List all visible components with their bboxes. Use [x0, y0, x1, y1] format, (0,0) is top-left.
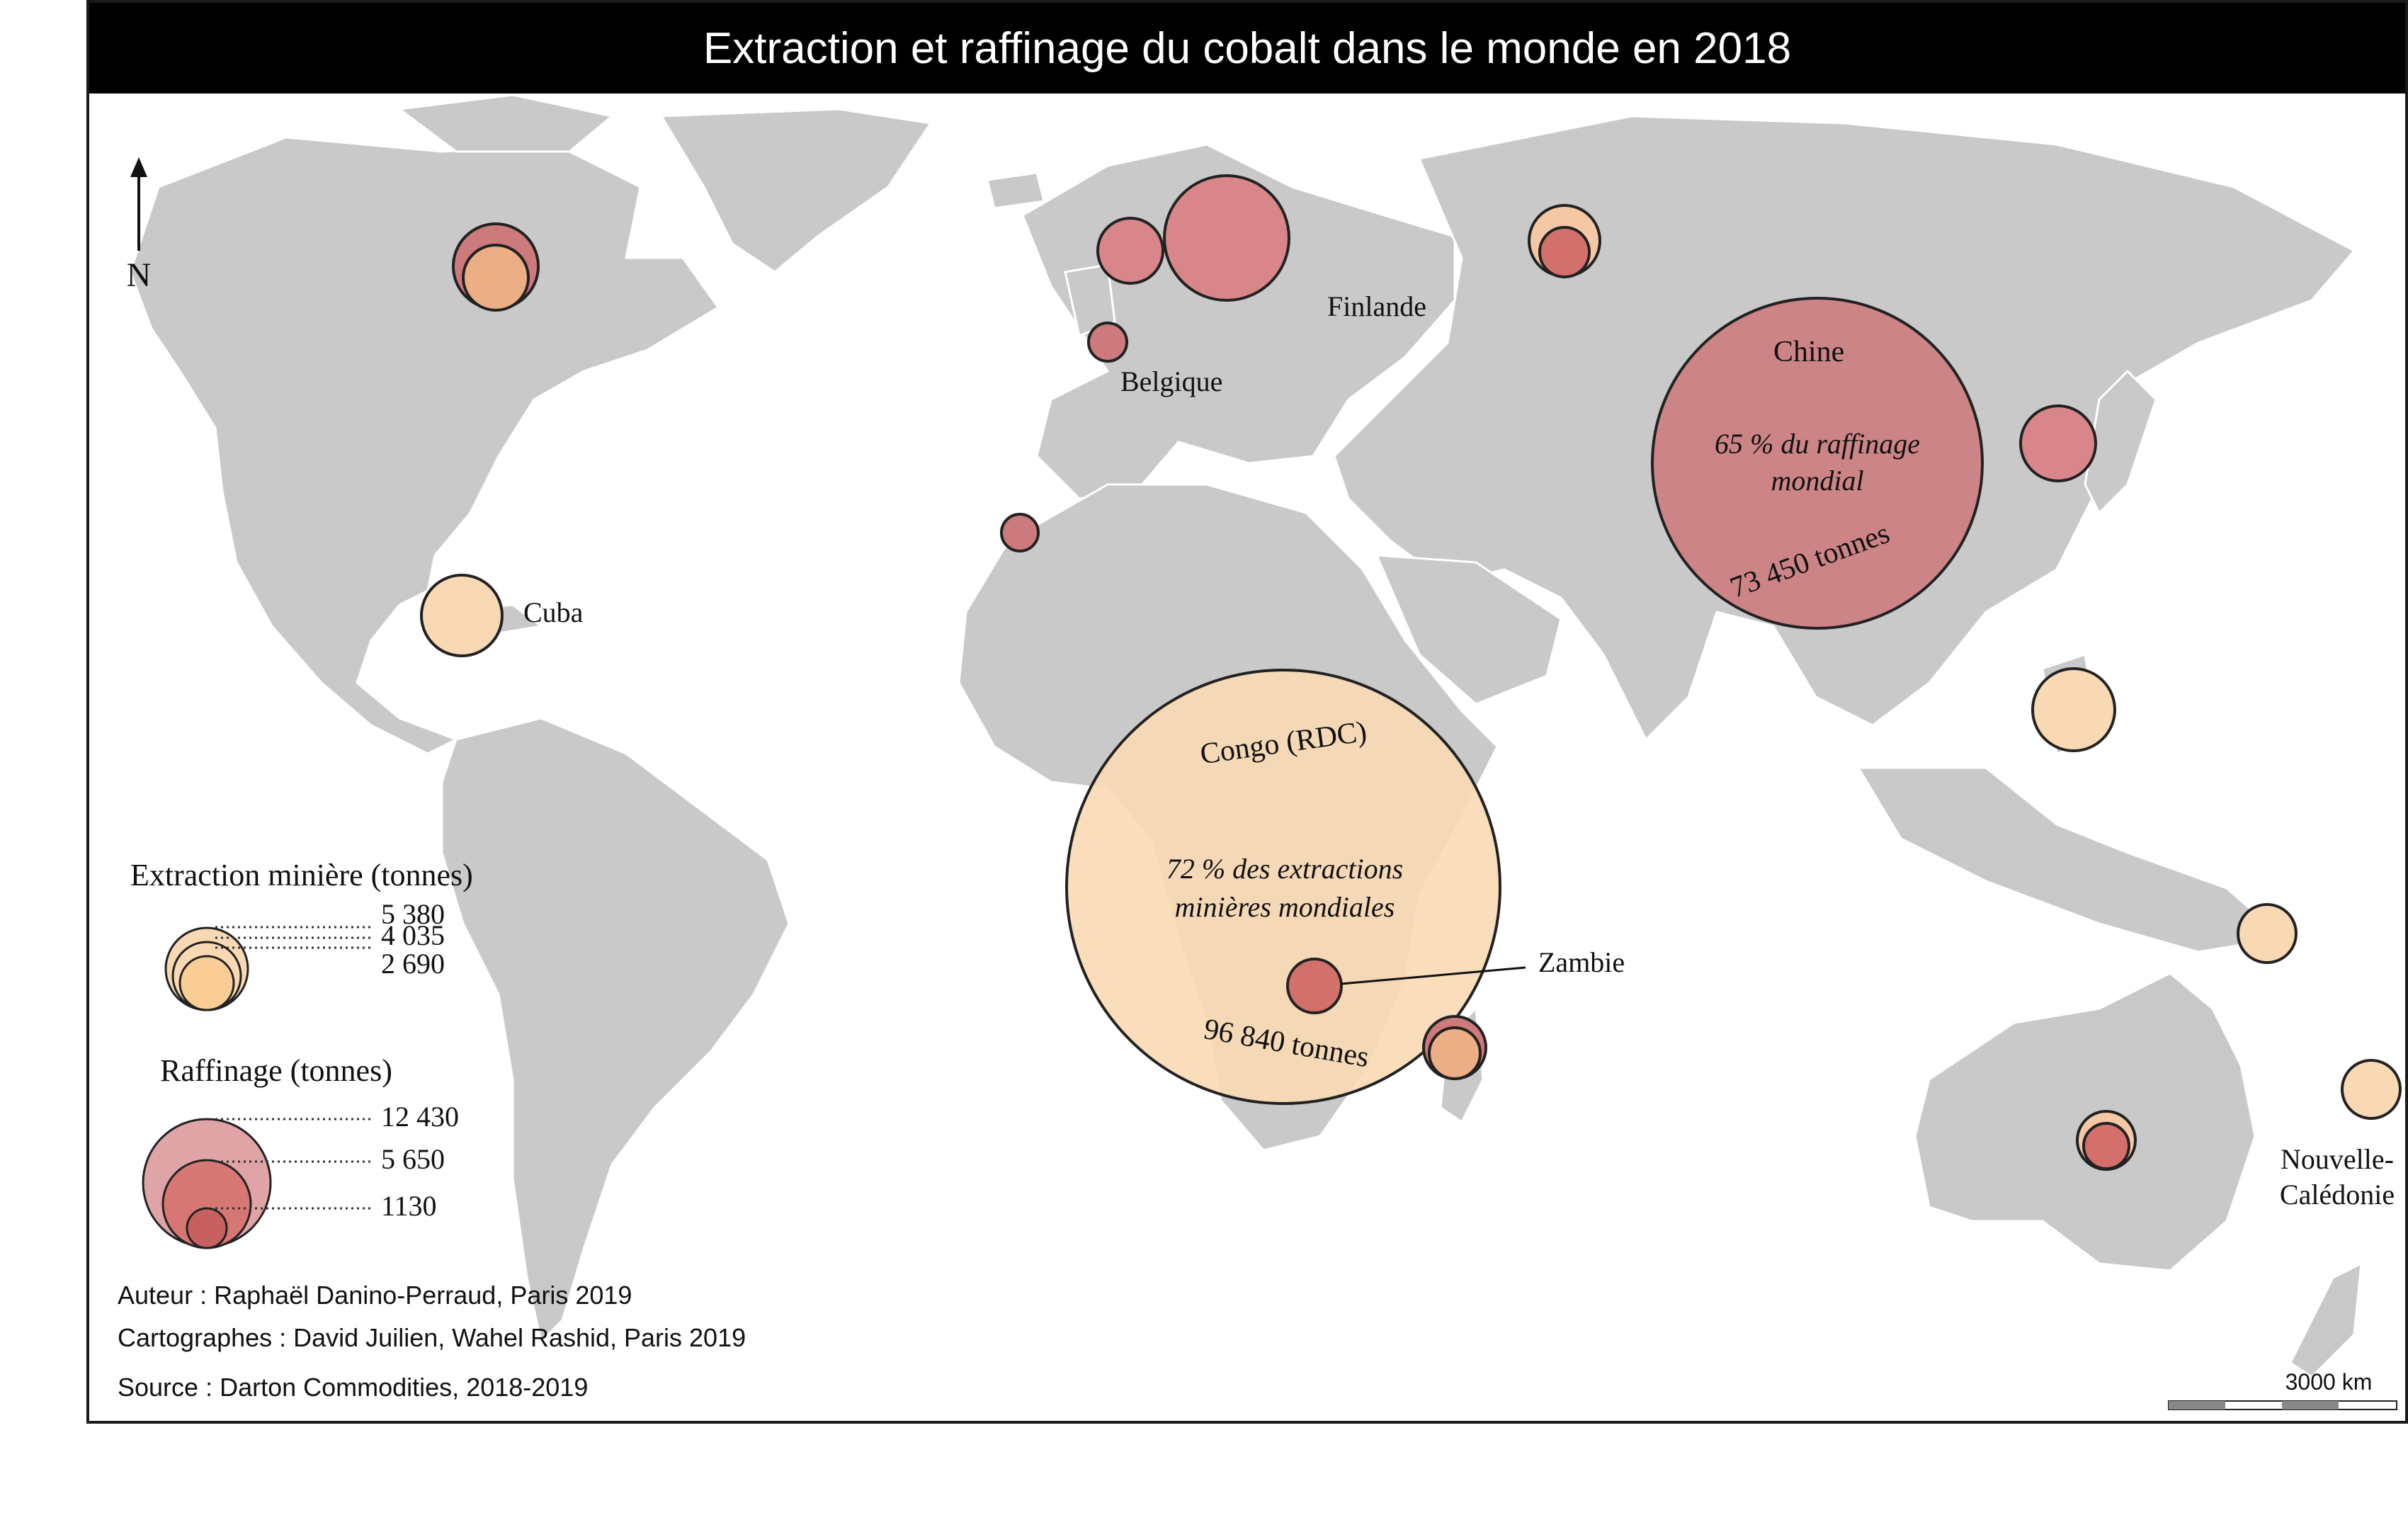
legend-extraction-circle-small [178, 955, 235, 1011]
landmass-arabia [1375, 554, 1562, 705]
map-title: Extraction et raffinage du cobalt dans l… [89, 3, 2405, 93]
landmass-north-america [129, 136, 720, 755]
label-nouvelle-caledonie-1: Nouvelle- [2281, 1143, 2394, 1175]
landmass-iceland [986, 171, 1045, 210]
philippines-extraction-circle [2031, 667, 2116, 752]
label-congo-share-2: minières mondiales [1175, 891, 1395, 923]
country-labels: Finlande Belgique Chine 65 % du raffinag… [523, 290, 2395, 1210]
legend-extraction-value-3: 2 690 [381, 948, 445, 980]
australia-raffinage-circle [2082, 1122, 2130, 1170]
credit-cartographers: Cartographes : David Juilien, Wahel Rash… [118, 1323, 746, 1352]
congo-extraction-circle [1065, 669, 1501, 1105]
cuba-extraction-circle [420, 574, 504, 657]
scale-bar-label: 3000 km [2285, 1369, 2373, 1395]
zambia-leader-line [1341, 966, 1526, 985]
norway-raffinage-circle [1096, 217, 1164, 285]
landmass-new-zealand [2289, 1261, 2363, 1378]
legend-raffinage-value-1: 12 430 [381, 1101, 459, 1133]
label-chine-share-2: mondial [1771, 465, 1863, 497]
legend-raffinage-title: Raffinage (tonnes) [160, 1053, 392, 1088]
legend-extraction-title: Extraction minière (tonnes) [130, 858, 473, 892]
legend: Extraction minière (tonnes) 5 380 4 035 … [130, 858, 473, 1249]
canada-extraction-circle [462, 244, 530, 312]
scale-bar-segment-2 [2282, 1401, 2339, 1410]
legend-extraction-value-1: 5 380 [381, 898, 445, 930]
scale-bar: 3000 km [2168, 1369, 2397, 1410]
credit-source: Source : Darton Commodities, 2018-2019 [118, 1373, 589, 1402]
legend-raffinage-circle-small [186, 1207, 228, 1249]
label-chine-share: 65 % du raffinage [1715, 428, 1920, 460]
legend-extraction-value-2: 4 035 [381, 919, 445, 951]
china-raffinage-circle [1651, 297, 1984, 630]
landmass-arctic-islands [397, 93, 615, 153]
madagascar-extraction-circle [1428, 1026, 1482, 1080]
belgium-raffinage-circle [1087, 322, 1128, 363]
morocco-raffinage-circle [1000, 513, 1040, 552]
landmass-japan [2084, 369, 2157, 515]
png-extraction-circle [2237, 903, 2298, 964]
landmass-greenland [659, 108, 933, 273]
label-finlande: Finlande [1327, 290, 1426, 322]
landmass-uk [1064, 263, 1116, 338]
label-zambie: Zambie [1538, 946, 1625, 978]
label-nouvelle-caledonie-2: Calédonie [2280, 1179, 2395, 1210]
finland-raffinage-circle [1163, 174, 1290, 302]
japan-raffinage-circle [2019, 404, 2097, 482]
north-arrow-icon [130, 157, 147, 177]
legend-extraction-circles [164, 926, 249, 1011]
landmass-south-america [441, 717, 790, 1344]
label-chine: Chine [1773, 336, 1844, 368]
legend-raffinage-value-3: 1130 [381, 1190, 437, 1222]
new-caledonia-extraction-circle [2341, 1059, 2402, 1120]
label-congo-share: 72 % des extractions [1166, 853, 1403, 885]
credit-author: Auteur : Raphaël Danino-Perraud, Paris 2… [118, 1281, 632, 1310]
map-frame: Extraction et raffinage du cobalt dans l… [86, 0, 2408, 1424]
russia-raffinage-circle [1538, 226, 1591, 278]
landmass-southeast-asia [1856, 766, 2286, 953]
label-cuba: Cuba [523, 596, 584, 628]
legend-raffinage-value-2: 5 650 [381, 1143, 445, 1175]
label-belgique: Belgique [1120, 365, 1222, 397]
world-map: N [127, 93, 2402, 1410]
north-arrow: N [127, 157, 152, 294]
country-symbols [420, 174, 2402, 1171]
scale-bar-segment-1 [2169, 1401, 2225, 1410]
legend-raffinage-circles [142, 1118, 272, 1249]
zambia-raffinage-circle [1286, 958, 1343, 1014]
north-label: N [127, 256, 152, 294]
